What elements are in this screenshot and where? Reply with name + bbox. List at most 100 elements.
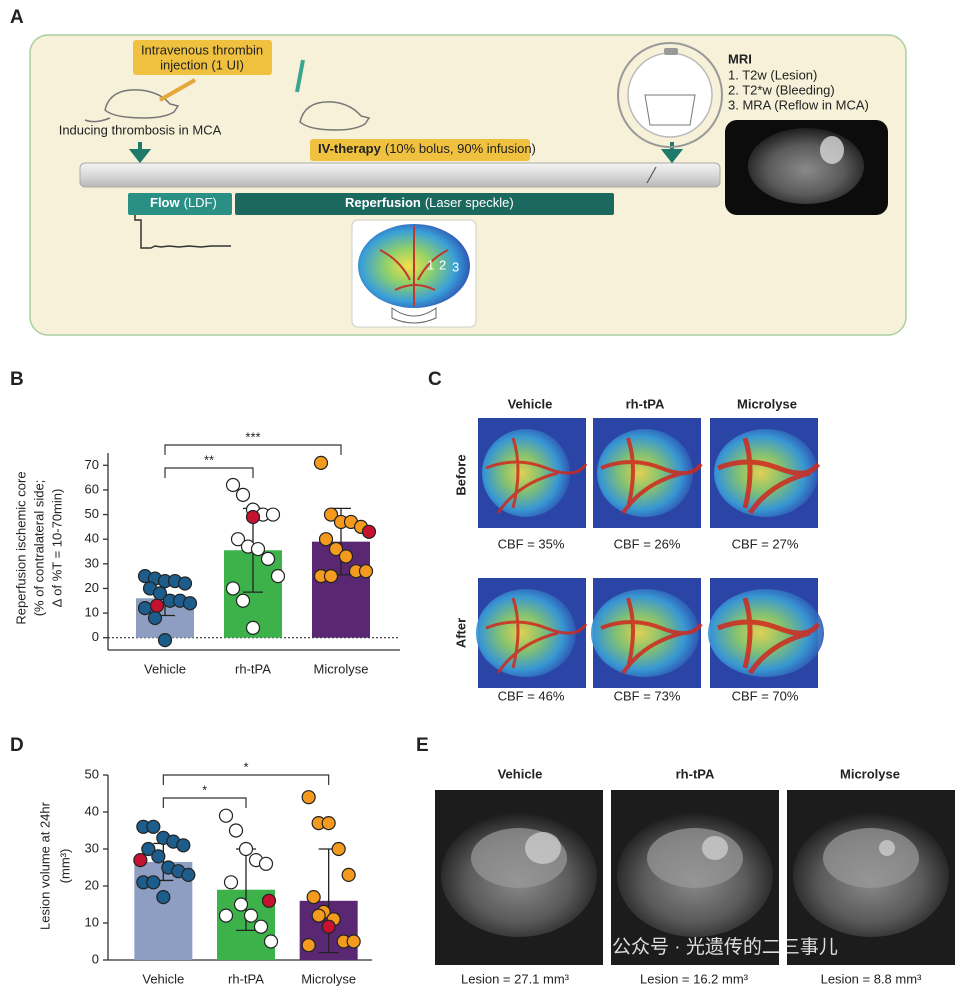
data-point <box>233 897 249 912</box>
mri-scanner <box>617 42 723 148</box>
mri-lesion <box>525 832 561 864</box>
x-tick-label: Vehicle <box>142 971 184 986</box>
speckle-perfusion <box>591 589 699 677</box>
mri-brain <box>823 828 919 888</box>
cbf-label: CBF = 35% <box>498 536 565 551</box>
vessels <box>379 226 449 306</box>
significance-bracket <box>162 797 247 808</box>
data-point <box>346 934 361 949</box>
y-axis-label-line: Reperfusion ischemic core <box>13 471 28 624</box>
data-point <box>318 532 334 547</box>
timeline-bar <box>79 162 721 188</box>
flow-bold: Flow <box>150 195 180 210</box>
column-header: Microlyse <box>840 766 900 781</box>
data-point <box>235 593 251 608</box>
speckle-perfusion <box>708 589 824 677</box>
data-point <box>258 856 274 871</box>
syringe-icon <box>295 59 305 93</box>
data-point <box>225 477 241 493</box>
therapy-text: IV-therapy (10% bolus, 90% infusion) <box>318 141 536 156</box>
data-point <box>243 908 259 923</box>
y-tick-label: 20 <box>85 580 99 595</box>
y-tick-label: 40 <box>85 531 99 546</box>
data-point <box>181 867 196 883</box>
speckle-vessels <box>600 437 703 515</box>
data-point <box>250 541 266 557</box>
y-tick-label: 10 <box>85 914 99 929</box>
reperfusion-rest: (Laser speckle) <box>425 195 514 210</box>
reperfusion-bold: Reperfusion <box>345 195 421 210</box>
significance-label: * <box>202 782 207 797</box>
mri-item: 3. MRA (Reflow in MCA) <box>728 97 869 112</box>
data-point <box>235 487 251 502</box>
data-point <box>146 819 161 834</box>
speckle-vessels <box>485 437 588 514</box>
data-point <box>177 576 193 591</box>
row-header: Before <box>453 454 468 495</box>
panel-label: E <box>416 735 429 756</box>
column-header: Microlyse <box>737 396 797 411</box>
significance-bracket <box>164 467 254 478</box>
data-point <box>182 596 198 611</box>
data-point <box>338 549 354 564</box>
data-point <box>228 823 244 838</box>
therapy-box <box>310 139 530 161</box>
speckle-perfusion <box>714 429 818 517</box>
mri-item: 2. T2*w (Bleeding) <box>728 82 835 97</box>
y-axis-label: Reperfusion ischemic core (% of contralat… <box>13 471 64 624</box>
y-axis-label-line: Δ of %T = 10-70min) <box>49 489 64 608</box>
data-point <box>313 455 329 470</box>
data-point <box>323 507 339 522</box>
column-header: rh-tPA <box>676 766 715 781</box>
mri-bed <box>644 94 696 126</box>
panel-c-images <box>476 418 824 688</box>
data-point <box>331 841 346 857</box>
mri-brain <box>748 128 864 204</box>
data-point <box>218 808 234 823</box>
y-tick-label: 50 <box>85 766 99 781</box>
flow-text: Flow (LDF) <box>150 195 217 210</box>
cbf-label: CBF = 70% <box>732 688 799 703</box>
data-point <box>245 620 261 635</box>
row-header: After <box>453 618 468 648</box>
lesion-label: Lesion = 8.8 mm³ <box>821 971 922 986</box>
x-tick-label: Microlyse <box>301 971 356 986</box>
mri-item: 1. T2w (Lesion) <box>728 67 817 82</box>
panel-label: C <box>428 369 442 390</box>
y-tick-label: 0 <box>92 951 99 966</box>
region-label: 3 <box>452 259 459 274</box>
y-tick-label: 60 <box>85 481 99 496</box>
highlighted-point <box>321 919 336 934</box>
speckle-perfusion <box>482 429 570 517</box>
data-point <box>137 601 153 616</box>
timeline-break <box>646 166 657 184</box>
cbf-label: CBF = 27% <box>732 536 799 551</box>
speckle-vessels <box>717 597 821 675</box>
data-point <box>311 908 326 923</box>
flow-rest: (LDF) <box>184 195 217 210</box>
significance-bracket <box>162 774 330 785</box>
column-header: rh-tPA <box>626 396 665 411</box>
panel-a: Intravenous thrombin injection (1 UI) In… <box>29 34 907 336</box>
speckle-perfusion <box>476 589 576 677</box>
mri-lesion <box>879 840 895 856</box>
speckle-vessels <box>717 437 821 515</box>
mouse-icon <box>299 101 371 131</box>
x-tick-label: rh-tPA <box>235 661 271 676</box>
data-point <box>328 541 344 557</box>
highlighted-point <box>261 893 277 908</box>
y-tick-label: 70 <box>85 457 99 472</box>
x-tick-label: rh-tPA <box>228 971 264 986</box>
significance-label: *** <box>245 429 260 444</box>
y-tick-label: 30 <box>85 555 99 570</box>
data-point <box>176 838 191 853</box>
mri-lesion <box>702 836 728 860</box>
panel-label: B <box>10 369 24 390</box>
cbf-label: CBF = 26% <box>614 536 681 551</box>
data-point <box>225 581 241 596</box>
significance-label: * <box>243 759 248 774</box>
y-tick-label: 20 <box>85 877 99 892</box>
reperfusion-box <box>235 193 614 215</box>
